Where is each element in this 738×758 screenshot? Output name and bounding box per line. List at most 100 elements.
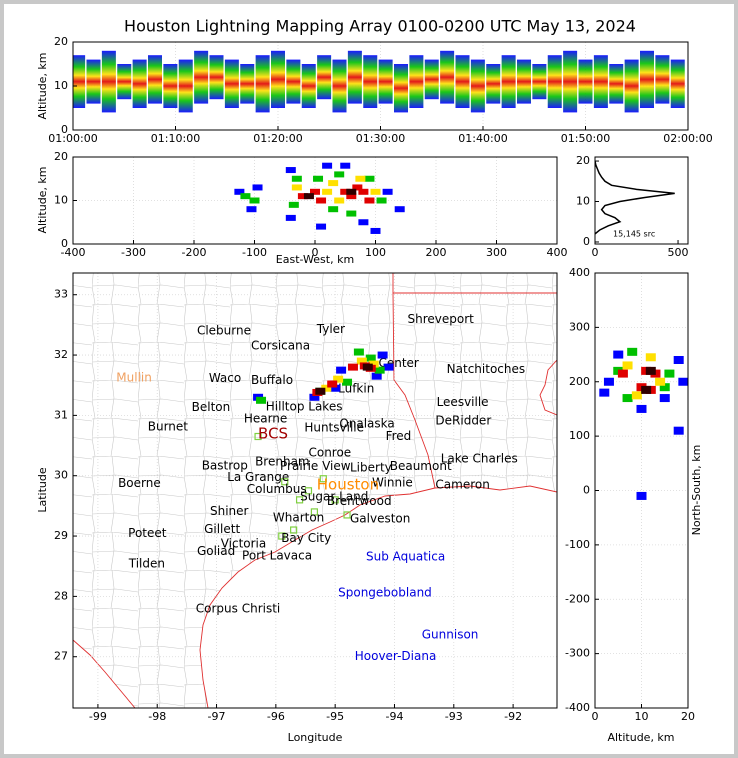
source-point [346,193,357,200]
source-point [636,404,647,413]
source-streak [409,55,424,108]
y-axis-label: Latitude [36,467,49,513]
city-label: Houston [317,475,379,493]
source-streak [332,59,347,113]
source-streak [317,55,332,100]
source-point [330,384,341,392]
source-point [645,353,656,362]
source-point [374,366,385,374]
city-label: Corsicana [251,339,310,353]
source-streak [609,64,624,104]
source-point [364,197,375,204]
source-streak [394,64,408,113]
source-point [322,162,333,169]
city-label: Cameron [435,477,489,491]
gulf [200,486,557,708]
city-label: Buffalo [251,373,293,387]
source-point [655,377,666,386]
x-axis-label: East-West, km [276,253,354,266]
source-streak [655,55,670,104]
source-point [603,377,614,386]
station [290,526,298,534]
source-point [365,354,376,362]
city-label: Gillett [204,522,240,536]
city-label: Sugar Land [300,489,368,503]
y-tick-label: 300 [569,320,590,333]
source-point [376,197,387,204]
y-tick-label: 10 [576,195,590,208]
y-axis-label: Altitude, km [36,52,49,119]
city-label: Fred [386,429,412,443]
x-tick-label: 0 [592,710,599,723]
y-tick-label: 31 [54,408,68,421]
y-tick-label: 0 [61,237,68,250]
x-tick-label: 300 [486,246,507,259]
source-point [636,491,647,500]
city-label: Waco [209,371,241,385]
x-tick-label: -96 [267,710,285,723]
x-tick-label: 01:00:00 [48,132,97,145]
city-label: BCS [258,425,288,443]
x-tick-label: -92 [504,710,522,723]
city-label: Hoover-Diana [355,649,437,663]
x-tick-label: -200 [182,246,207,259]
source-point [291,184,302,191]
y-tick-label: 20 [576,154,590,167]
y-tick-label: 400 [569,266,590,279]
axes-frame [594,156,689,245]
city-label: Belton [192,400,231,414]
y-tick-label: 10 [54,79,68,92]
source-point [673,426,684,435]
x-tick-label: 400 [547,246,568,259]
source-point [358,219,369,226]
source-point [659,383,670,392]
source-streak [624,59,639,113]
source-streak [470,59,485,113]
city-label: Lake Charles [441,451,518,465]
x-tick-label: -93 [445,710,463,723]
city-label: Cleburne [197,323,251,337]
x-tick-label: 200 [426,246,447,259]
y-tick-label: -100 [565,538,590,551]
y-tick-label: 32 [54,348,68,361]
x-axis-label: Longitude [288,731,343,744]
x-tick-label: -400 [61,246,86,259]
source-point [394,206,405,213]
source-point [342,378,353,386]
source-streak [670,59,685,108]
source-point [627,347,638,356]
source-point [285,214,296,221]
y-tick-label: 33 [54,288,68,301]
source-streak [363,55,378,108]
source-streak [271,50,285,108]
x-tick-label: -95 [326,710,344,723]
station [343,511,351,519]
city-label: Bay City [281,531,331,545]
source-point [322,188,333,195]
source-streak [209,55,224,100]
x-tick-label: 0 [312,246,319,259]
source-point [613,350,624,359]
city-label: Spongebobland [338,585,432,599]
source-point [664,369,675,378]
annotation: 15,145 src [613,230,655,239]
source-streak [101,50,116,113]
city-label: Boerne [118,476,161,490]
source-point [645,366,656,375]
source-streak [578,59,593,104]
city-label: Hilltop Lakes [266,399,343,413]
station [310,508,319,516]
axes-frame [72,272,558,709]
y-axis-label: Altitude, km [36,166,49,233]
y-tick-label: 20 [54,150,68,163]
x-tick-label: -97 [208,710,226,723]
city-label: Huntsville [304,421,364,435]
source-point [617,369,628,378]
city-label: Sub Aquatica [366,550,445,564]
plot-area: Cleburne Tyler Shreveport Corsicana Mullin Wa… [73,273,557,708]
city-label: Bastrop [202,459,248,473]
source-point [382,188,393,195]
borders [73,273,557,708]
source-point [246,206,257,213]
